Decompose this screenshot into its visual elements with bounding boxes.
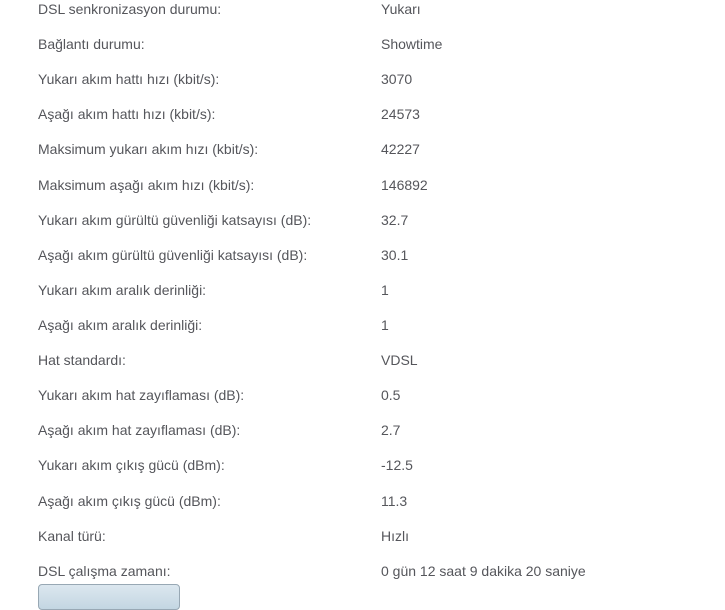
- table-row: Aşağı akım hat zayıflaması (dB): 2.7: [0, 421, 725, 456]
- row-label: Aşağı akım aralık derinliği:: [38, 316, 203, 333]
- table-row: Yukarı akım hat zayıflaması (dB): 0.5: [0, 386, 725, 421]
- table-row: Aşağı akım çıkış gücü (dBm): 11.3: [0, 492, 725, 527]
- row-label: Maksimum aşağı akım hızı (kbit/s):: [38, 176, 255, 193]
- row-label: Kanal türü:: [38, 527, 106, 544]
- row-value: 32.7: [381, 211, 409, 228]
- row-value: 30.1: [381, 246, 409, 263]
- table-row: Kanal türü: Hızlı: [0, 527, 725, 562]
- table-row: Maksimum aşağı akım hızı (kbit/s): 146892: [0, 176, 725, 211]
- row-label: Yukarı akım çıkış gücü (dBm):: [38, 457, 225, 474]
- table-row: Maksimum yukarı akım hızı (kbit/s): 42227: [0, 140, 725, 175]
- row-value: 0.5: [381, 387, 401, 404]
- row-value: -12.5: [381, 457, 413, 474]
- row-label: DSL senkronizasyon durumu:: [38, 1, 222, 17]
- row-value: 42227: [381, 141, 420, 158]
- row-value: 0 gün 12 saat 9 dakika 20 saniye: [381, 562, 586, 579]
- table-row: Hat standardı: VDSL: [0, 351, 725, 386]
- row-value: 24573: [381, 106, 420, 123]
- row-value: 1: [381, 316, 389, 333]
- row-label: Yukarı akım hattı hızı (kbit/s):: [38, 71, 220, 88]
- row-value: 2.7: [381, 422, 401, 439]
- row-value: Yukarı: [381, 1, 421, 17]
- table-row: Aşağı akım aralık derinliği: 1: [0, 316, 725, 351]
- row-label: Maksimum yukarı akım hızı (kbit/s):: [38, 141, 259, 158]
- table-row: DSL senkronizasyon durumu: Yukarı: [0, 0, 725, 35]
- table-row: DSL çalışma zamanı: 0 gün 12 saat 9 dakik…: [0, 562, 725, 597]
- status-table: DSL senkronizasyon durumu: Yukarı Bağlantı…: [0, 0, 725, 597]
- row-label: Bağlantı durumu:: [38, 36, 145, 53]
- table-row: Aşağı akım gürültü güvenliği katsayısı (…: [0, 246, 725, 281]
- bottom-action-button[interactable]: [38, 584, 180, 610]
- row-label: Aşağı akım hat zayıflaması (dB):: [38, 422, 241, 439]
- row-value: 3070: [381, 71, 413, 88]
- row-label: Aşağı akım çıkış gücü (dBm):: [38, 492, 221, 509]
- row-label: Yukarı akım aralık derinliği:: [38, 281, 207, 298]
- row-value: VDSL: [381, 352, 418, 369]
- row-value: 11.3: [381, 492, 408, 509]
- row-label: Yukarı akım hat zayıflaması (dB):: [38, 387, 245, 404]
- table-row: Aşağı akım hattı hızı (kbit/s): 24573: [0, 105, 725, 140]
- row-label: Aşağı akım hattı hızı (kbit/s):: [38, 106, 216, 123]
- row-value: Showtime: [381, 36, 443, 53]
- row-label: Yukarı akım gürültü güvenliği katsayısı …: [38, 211, 312, 228]
- row-label: Aşağı akım gürültü güvenliği katsayısı (…: [38, 246, 308, 263]
- row-label: Hat standardı:: [38, 352, 126, 369]
- row-value: 1: [381, 281, 389, 298]
- row-value: Hızlı: [381, 527, 409, 544]
- table-row: Yukarı akım çıkış gücü (dBm): -12.5: [0, 456, 725, 491]
- dsl-status-page: { "page": { "background_color": "#ffffff…: [38, 1, 586, 610]
- row-label: DSL çalışma zamanı:: [38, 562, 171, 579]
- row-value: 146892: [381, 176, 428, 193]
- table-row: Yukarı akım aralık derinliği: 1: [0, 281, 725, 316]
- table-row: Bağlantı durumu: Showtime: [0, 35, 725, 70]
- table-row: Yukarı akım hattı hızı (kbit/s): 3070: [0, 70, 725, 105]
- table-row: Yukarı akım gürültü güvenliği katsayısı …: [0, 211, 725, 246]
